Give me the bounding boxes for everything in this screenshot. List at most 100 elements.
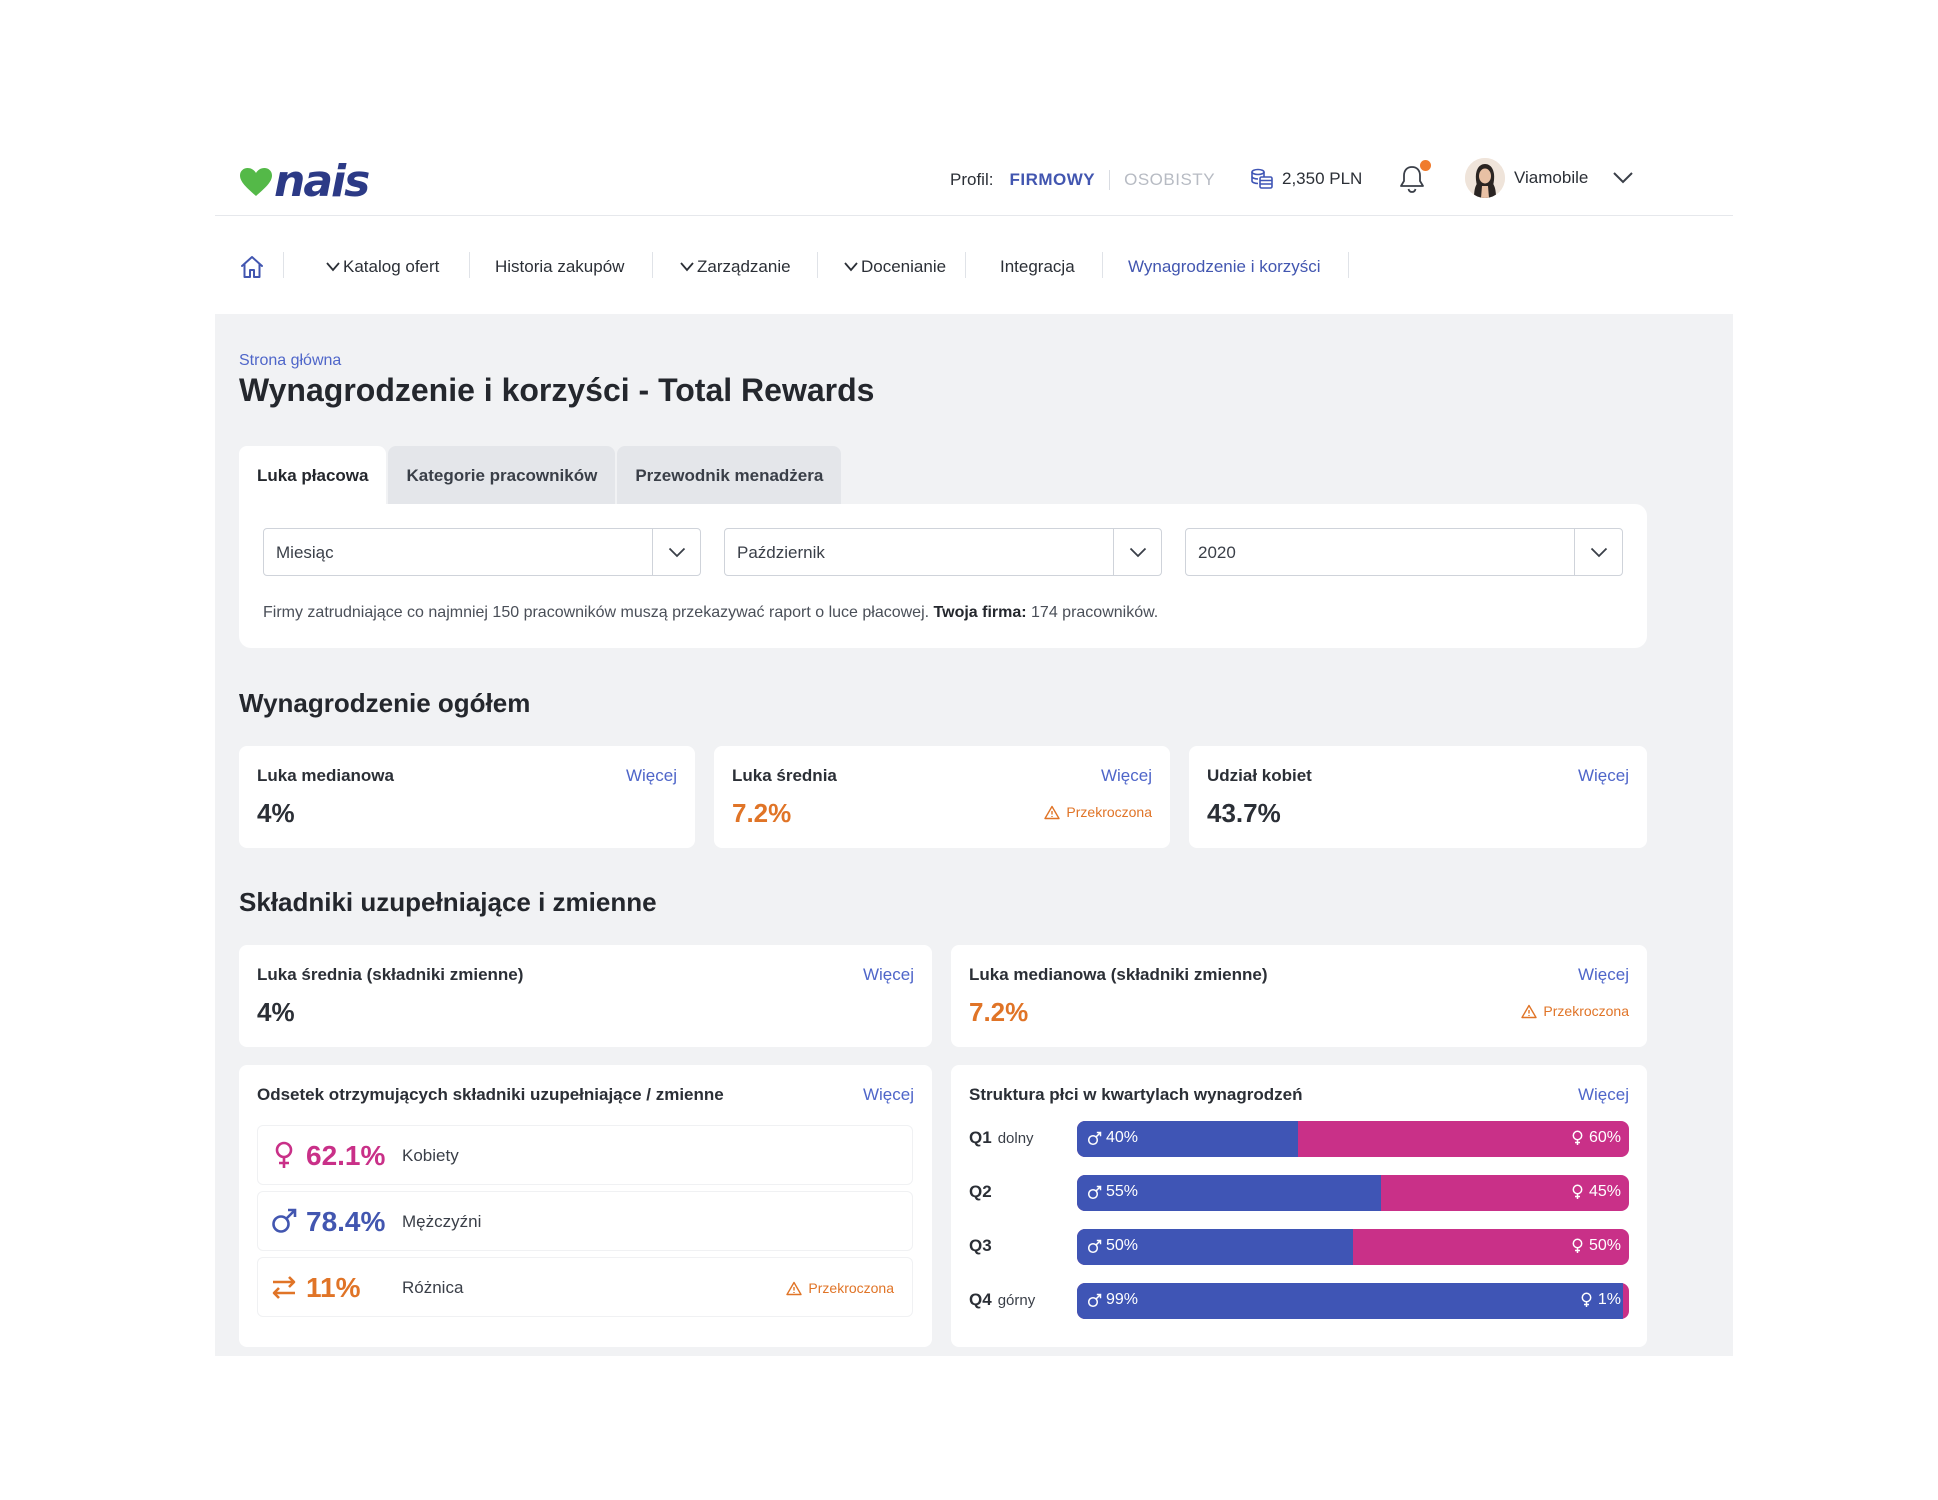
card-label: Luka medianowa (składniki zmienne) (969, 965, 1268, 984)
mean-gap-card: Luka średnia Więcej 7.2% Przekroczona (714, 746, 1170, 848)
main-content: Strona główna Wynagrodzenie i korzyści -… (215, 314, 1733, 1356)
profile-firm-option[interactable]: FIRMOWY (1009, 170, 1111, 190)
exceeded-label: Przekroczona (1543, 1003, 1629, 1019)
chevron-down-icon (668, 547, 685, 557)
more-link[interactable]: Więcej (862, 1085, 914, 1104)
stat-difference: 11% Różnica Przekroczona (257, 1257, 913, 1317)
female-icon (1581, 1292, 1592, 1307)
month-select-toggle[interactable] (1113, 529, 1161, 575)
women-share-card: Udział kobiet Więcej 43.7% (1189, 746, 1647, 848)
male-icon (1087, 1131, 1102, 1146)
warning-icon (786, 1281, 803, 1295)
variable-share-card: Odsetek otrzymujących składniki uzupełni… (239, 1065, 932, 1347)
nav-recognition[interactable]: Docenianie (843, 257, 946, 277)
more-link[interactable]: Więcej (862, 965, 914, 984)
profile-personal-option[interactable]: OSOBISTY (1124, 170, 1216, 189)
overall-section-title: Wynagrodzenie ogółem (239, 688, 531, 718)
card-value: 7.2% (969, 997, 1029, 1027)
male-share-label: 99% (1087, 1291, 1138, 1309)
male-segment (1077, 1175, 1381, 1211)
exceeded-status: Przekroczona (786, 1280, 894, 1296)
nav-purchase-history[interactable]: Historia zakupów (495, 257, 624, 277)
female-icon (1572, 1238, 1583, 1253)
female-share-label: 60% (1570, 1129, 1621, 1147)
card-value: 43.7% (1207, 798, 1281, 828)
more-link[interactable]: Więcej (1577, 1085, 1629, 1104)
male-share-value: 40% (1106, 1129, 1139, 1146)
avatar (1465, 158, 1505, 198)
quartile-row: Q3 50% 50% (969, 1229, 1629, 1265)
tab-manager-guide[interactable]: Przewodnik menadżera (617, 446, 842, 506)
supplementary-section-title: Składniki uzupełniające i zmienne (239, 887, 657, 917)
nav-divider (283, 252, 284, 278)
nav-purchase-history-label: Historia zakupów (495, 257, 625, 276)
stat-value: 11% (306, 1272, 361, 1303)
year-select-toggle[interactable] (1574, 529, 1622, 575)
nav-rewards-label: Wynagrodzenie i korzyści (1128, 257, 1321, 276)
home-icon[interactable] (239, 254, 265, 280)
breadcrumb[interactable]: Strona główna (239, 352, 342, 369)
nav-divider (817, 252, 818, 278)
quartile-label: Q4 górny (969, 1290, 1035, 1310)
notification-bell-icon[interactable] (1398, 164, 1426, 194)
user-name: Viamobile (1514, 168, 1589, 187)
nais-logo[interactable]: nais (239, 160, 370, 204)
more-link[interactable]: Więcej (625, 766, 677, 785)
nav-integration-label: Integracja (1000, 257, 1075, 276)
male-segment (1077, 1229, 1353, 1265)
coins-icon (1251, 168, 1273, 189)
nav-divider (652, 252, 653, 278)
male-share-value: 50% (1106, 1237, 1139, 1254)
quartile-sublabel: dolny (997, 1130, 1034, 1147)
period-select-toggle[interactable] (652, 529, 700, 575)
chevron-down-icon (844, 262, 858, 272)
main-nav: Katalog ofert Historia zakupów Zarządzan… (215, 252, 1733, 292)
quartile-label: Q2 (969, 1182, 992, 1202)
quartile-label: Q1 dolny (969, 1128, 1034, 1148)
period-select[interactable]: Miesiąc (263, 528, 701, 576)
quartile-row: Q4 górny 99% 1% (969, 1283, 1629, 1319)
chevron-down-icon (680, 262, 694, 272)
gender-bar: 99% 1% (1077, 1283, 1629, 1319)
female-icon (1572, 1184, 1583, 1199)
card-label: Luka średnia (732, 766, 837, 785)
points-balance[interactable]: 2,350 PLN (1250, 168, 1362, 190)
nav-divider (1348, 252, 1349, 278)
female-icon (275, 1141, 293, 1168)
stat-women: 62.1% Kobiety (257, 1125, 913, 1185)
nav-rewards[interactable]: Wynagrodzenie i korzyści (1128, 257, 1321, 277)
nav-catalog[interactable]: Katalog ofert (325, 257, 439, 277)
month-select[interactable]: Październik (724, 528, 1162, 576)
chevron-down-icon (1590, 547, 1607, 557)
exceeded-status: Przekroczona (1521, 1003, 1629, 1019)
user-menu[interactable]: Viamobile (1465, 158, 1634, 198)
year-select[interactable]: 2020 (1185, 528, 1623, 576)
female-share-value: 45% (1588, 1183, 1621, 1200)
exceeded-status: Przekroczona (1044, 804, 1152, 820)
exceeded-label: Przekroczona (1066, 804, 1152, 820)
exceeded-label: Przekroczona (808, 1280, 894, 1296)
male-share-label: 55% (1087, 1183, 1138, 1201)
male-segment (1077, 1121, 1298, 1157)
nav-integration[interactable]: Integracja (1000, 257, 1075, 277)
tab-employee-categories[interactable]: Kategorie pracowników (388, 446, 616, 506)
male-icon (272, 1208, 297, 1233)
quartile-label: Q3 (969, 1236, 992, 1256)
card-label: Udział kobiet (1207, 766, 1312, 785)
stat-label: Różnica (402, 1278, 464, 1297)
stat-men: 78.4% Mężczyźni (257, 1191, 913, 1251)
filters-panel: Miesiąc Październik 2020 Firmy zatrudnia… (239, 504, 1647, 648)
more-link[interactable]: Więcej (1577, 766, 1629, 785)
chevron-down-icon (1129, 547, 1146, 557)
profile-label: Profil: (950, 170, 994, 189)
chevron-down-icon (326, 262, 340, 272)
card-label: Odsetek otrzymujących składniki uzupełni… (257, 1085, 724, 1104)
note-text: Firmy zatrudniające co najmniej 150 prac… (263, 604, 930, 621)
stat-label: Mężczyźni (402, 1212, 482, 1231)
month-select-value: Październik (737, 543, 825, 562)
more-link[interactable]: Więcej (1577, 965, 1629, 984)
tab-pay-gap[interactable]: Luka płacowa (239, 446, 387, 506)
female-share-value: 50% (1588, 1237, 1621, 1254)
more-link[interactable]: Więcej (1100, 766, 1152, 785)
nav-management[interactable]: Zarządzanie (679, 257, 791, 277)
